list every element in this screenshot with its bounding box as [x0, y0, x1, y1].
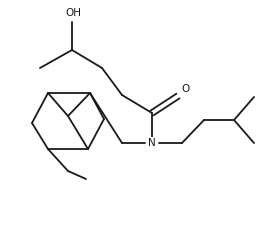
- Text: N: N: [148, 138, 156, 148]
- Text: O: O: [182, 84, 190, 94]
- Text: OH: OH: [65, 8, 81, 18]
